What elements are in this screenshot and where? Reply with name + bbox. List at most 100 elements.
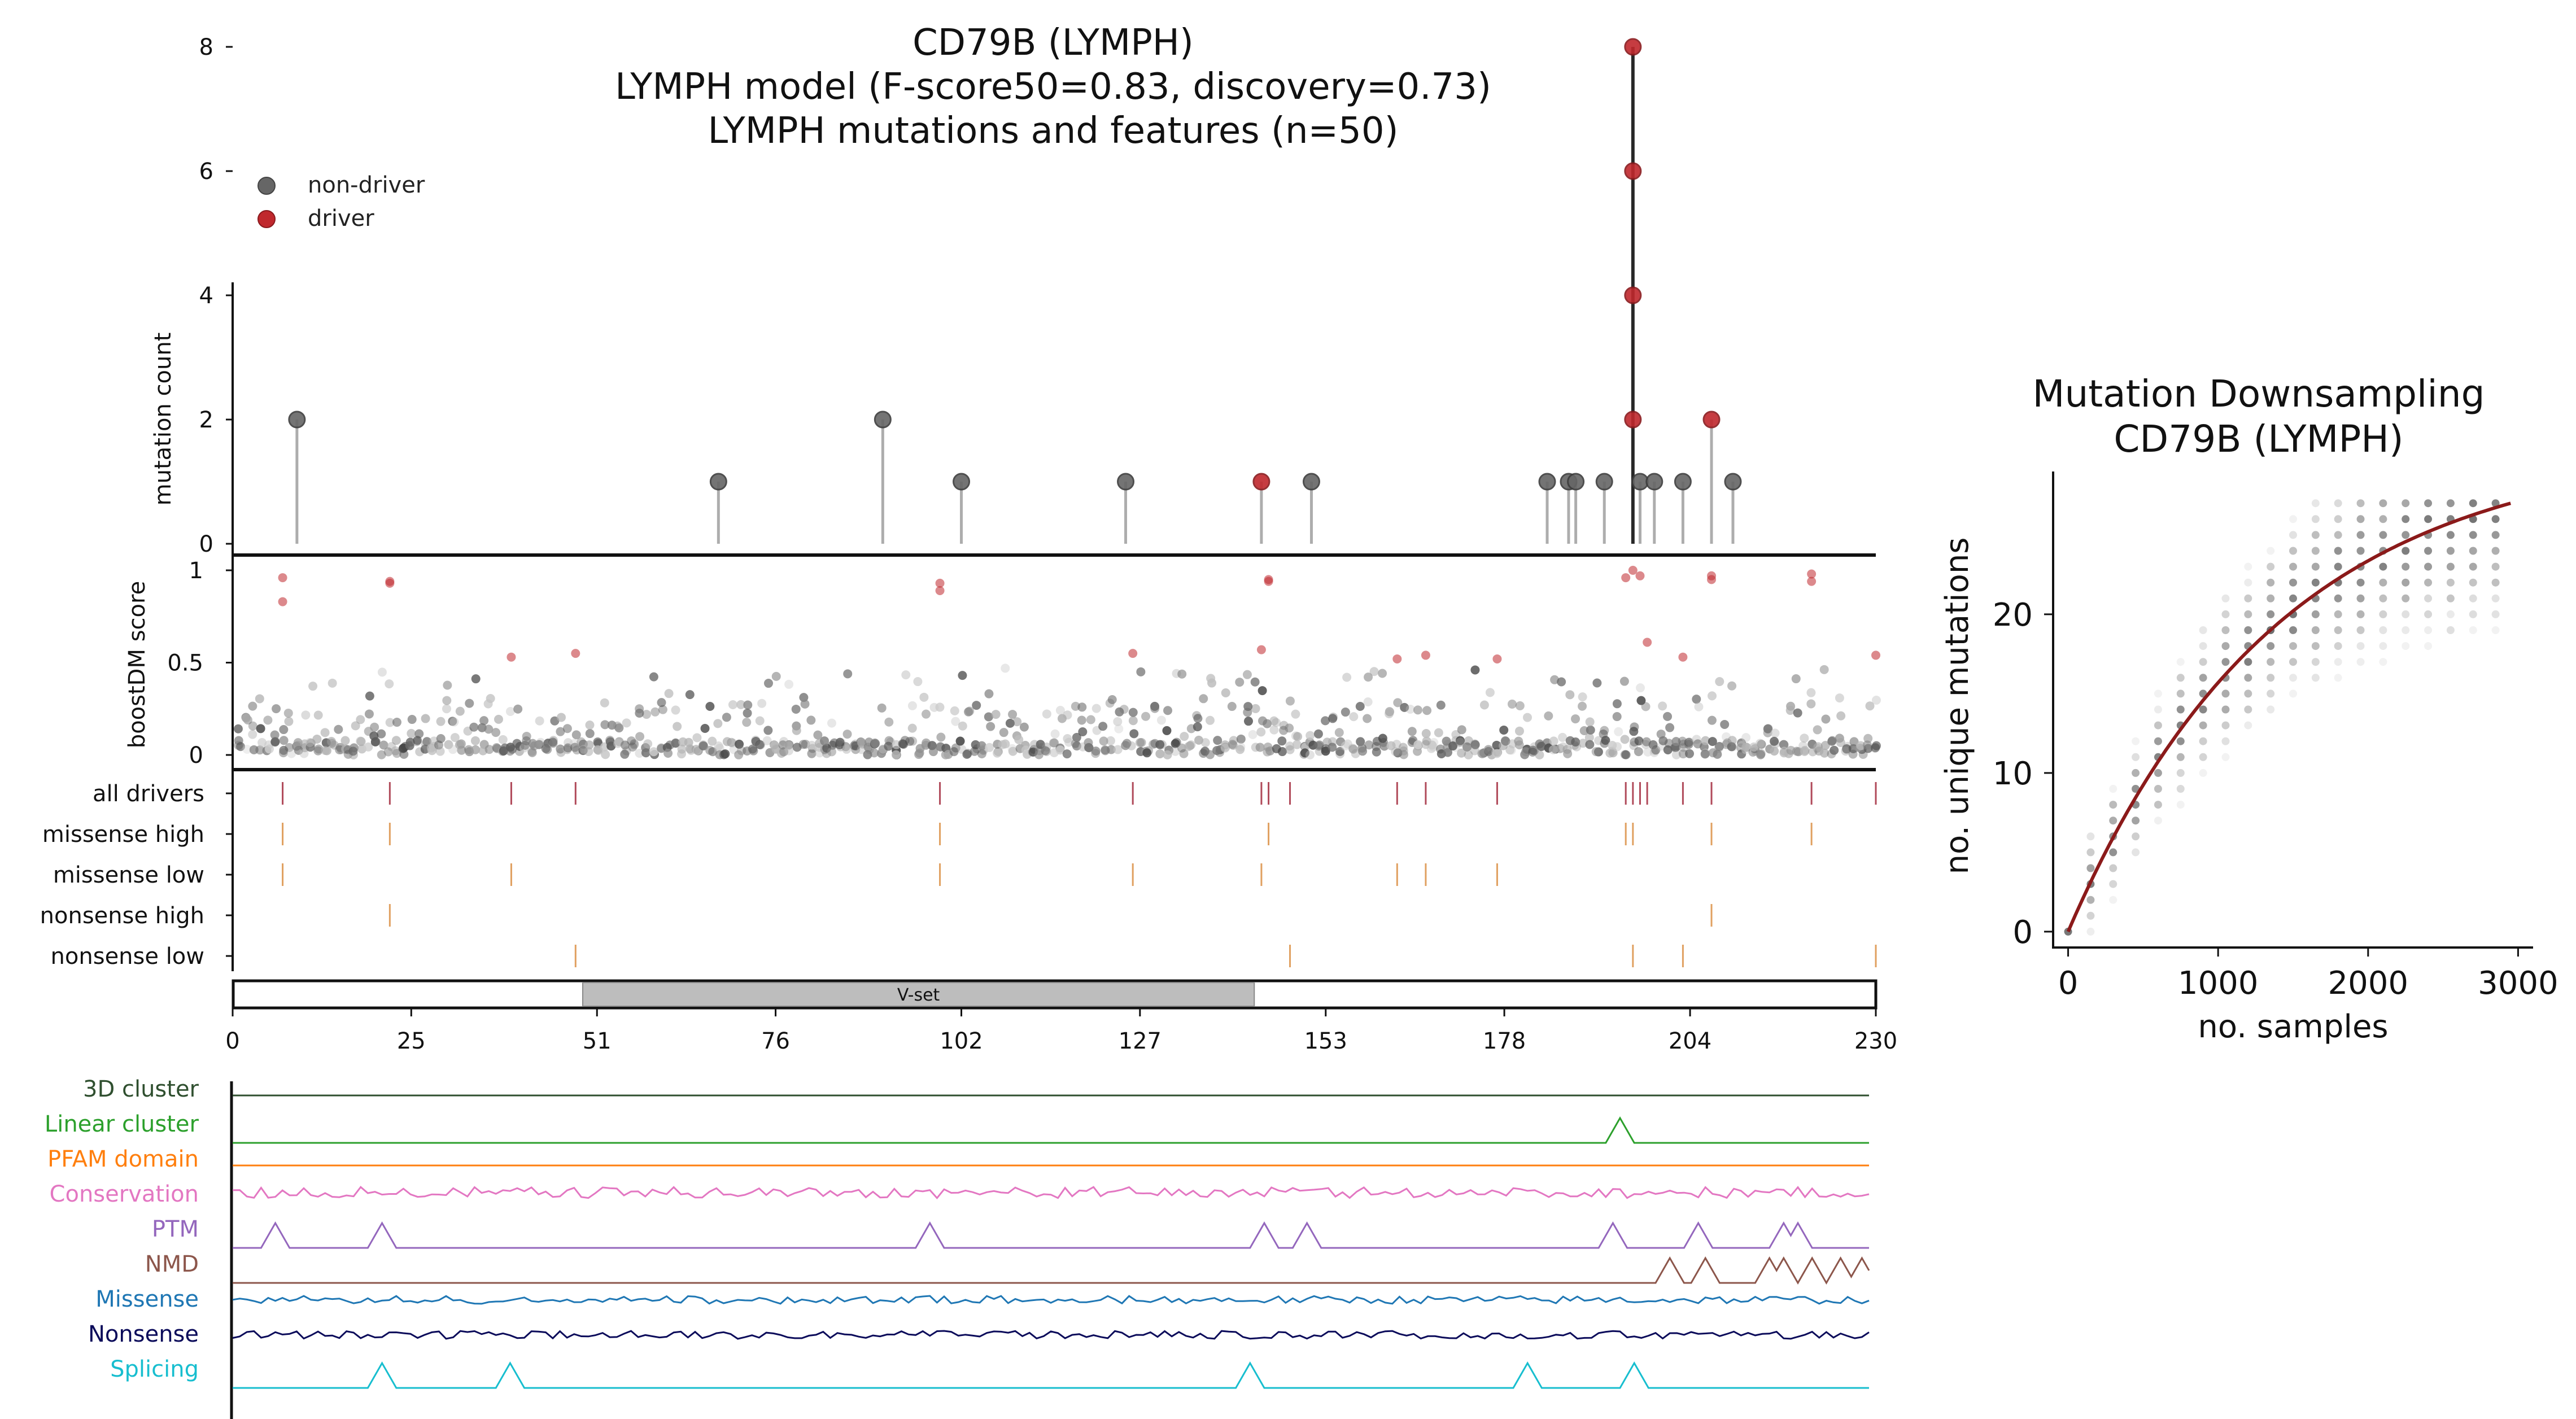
boostdm-point-non-driver xyxy=(1014,735,1024,744)
boostdm-point-non-driver xyxy=(1177,669,1187,679)
boostdm-point-non-driver xyxy=(1650,746,1660,756)
downsampling-point xyxy=(2446,562,2455,571)
boostdm-point-non-driver xyxy=(700,724,710,733)
boostdm-point-non-driver xyxy=(585,720,595,730)
boostdm-point-non-driver xyxy=(1827,736,1837,746)
downsampling-point xyxy=(2154,801,2162,809)
downsampling-point xyxy=(2491,562,2500,571)
boostdm-point-non-driver xyxy=(1549,736,1558,746)
downsampling-point xyxy=(2267,705,2275,714)
downsampling-point xyxy=(2356,515,2365,523)
boostdm-point-non-driver xyxy=(465,698,474,708)
boostdm-point-non-driver xyxy=(1306,731,1315,740)
boostdm-point-non-driver xyxy=(927,741,937,750)
downsampling-point xyxy=(2267,674,2275,682)
feature-label: Linear cluster xyxy=(45,1111,199,1137)
downsampling-plot: Mutation Downsampling CD79B (LYMPH) no. … xyxy=(1939,372,2558,1045)
boostdm-point-non-driver xyxy=(1269,725,1279,735)
downsampling-point xyxy=(2311,610,2320,618)
downsampling-point xyxy=(2221,658,2230,666)
boostdm-point-non-driver xyxy=(1678,749,1688,759)
boostdm-point-non-driver xyxy=(1713,749,1722,759)
boostdm-point-non-driver xyxy=(1255,743,1265,752)
downsampling-point xyxy=(2086,848,2095,857)
boostdm-point-non-driver xyxy=(392,749,401,758)
track-label: nonsense high xyxy=(40,903,204,929)
feature-line xyxy=(233,1361,1869,1389)
downsampling-point xyxy=(2356,594,2365,602)
downsampling-point xyxy=(2491,594,2500,602)
boostdm-point-non-driver xyxy=(287,749,296,758)
boostdm-point-non-driver xyxy=(364,709,374,719)
boostdm-point-non-driver xyxy=(671,705,680,715)
downsampling-point xyxy=(2289,674,2297,682)
boostdm-point-non-driver xyxy=(901,670,911,680)
main-title-line2: LYMPH model (F-score50=0.83, discovery=0… xyxy=(615,66,1491,108)
boostdm-point-non-driver xyxy=(1272,718,1281,727)
boostdm-point-non-driver xyxy=(1779,740,1789,749)
boostdm-point-non-driver xyxy=(936,732,946,742)
downsampling-point xyxy=(2379,594,2387,602)
downsampling-fit-line xyxy=(2066,501,2512,933)
boostdm-point-non-driver xyxy=(842,744,852,754)
boostdm-point-non-driver xyxy=(907,723,917,733)
boostdm-point-non-driver xyxy=(1544,711,1553,721)
boostdm-point-non-driver xyxy=(1314,741,1324,751)
boostdm-point-non-driver xyxy=(1849,737,1859,746)
boostdm-point-non-driver xyxy=(1363,697,1373,706)
downsampling-point xyxy=(2469,578,2477,587)
boostdm-point-non-driver xyxy=(284,717,294,726)
boostdm-point-non-driver xyxy=(1050,738,1059,748)
feature-line xyxy=(233,1256,1870,1285)
lollipop-point xyxy=(1567,473,1585,491)
boostdm-point-non-driver xyxy=(301,710,311,720)
boostdm-point-non-driver xyxy=(1321,716,1330,726)
domain-x-tick-label: 178 xyxy=(1483,1028,1526,1054)
boostdm-point-non-driver xyxy=(1348,744,1358,754)
lollipop-point xyxy=(1624,162,1642,180)
downsampling-point xyxy=(2334,499,2342,508)
boostdm-point-non-driver xyxy=(1756,749,1766,758)
boostdm-point-non-driver xyxy=(1872,741,1881,750)
boostdm-point-non-driver xyxy=(1707,715,1717,725)
downsampling-point xyxy=(2334,594,2342,602)
boostdm-point-non-driver xyxy=(328,678,337,688)
boostdm-point-non-driver xyxy=(1806,688,1816,697)
boostdm-point-non-driver xyxy=(1341,708,1350,717)
boostdm-point-non-driver xyxy=(326,737,336,746)
boostdm-point-non-driver xyxy=(548,737,558,747)
boostdm-point-non-driver xyxy=(1528,747,1538,757)
boostdm-point-non-driver xyxy=(800,699,810,709)
boostdm-point-driver xyxy=(278,573,287,583)
boostdm-point-non-driver xyxy=(962,749,972,759)
boostdm-point-non-driver xyxy=(585,729,595,739)
boostdm-point-non-driver xyxy=(470,736,480,745)
boostdm-point-non-driver xyxy=(562,745,572,754)
boostdm-point-non-driver xyxy=(1228,740,1237,749)
boostdm-point-driver xyxy=(1678,652,1688,662)
boostdm-point-non-driver xyxy=(1592,678,1602,688)
lollipop-y-tick-label: 2 xyxy=(199,407,213,433)
boostdm-point-non-driver xyxy=(891,750,901,759)
downsampling-point xyxy=(2199,642,2207,650)
boostdm-point-non-driver xyxy=(1137,737,1146,747)
boostdm-point-non-driver xyxy=(1643,747,1653,757)
boostdm-point-non-driver xyxy=(985,743,994,752)
boostdm-point-non-driver xyxy=(270,730,280,740)
downsampling-point xyxy=(2267,547,2275,555)
boostdm-point-non-driver xyxy=(1591,747,1601,757)
feature-label: PTM xyxy=(152,1216,199,1242)
downsampling-point xyxy=(2356,578,2365,587)
boostdm-point-non-driver xyxy=(242,713,251,723)
boostdm-point-non-driver xyxy=(708,747,718,757)
boostdm-point-non-driver xyxy=(628,743,638,752)
boostdm-point-non-driver xyxy=(908,736,918,746)
boostdm-point-non-driver xyxy=(299,749,309,758)
boostdm-point-non-driver xyxy=(351,721,360,731)
downsampling-point xyxy=(2176,801,2185,809)
boostdm-point-non-driver xyxy=(857,745,866,754)
boostdm-point-non-driver xyxy=(1671,737,1681,746)
boostdm-point-non-driver xyxy=(407,728,416,738)
boostdm-point-non-driver xyxy=(827,718,836,728)
